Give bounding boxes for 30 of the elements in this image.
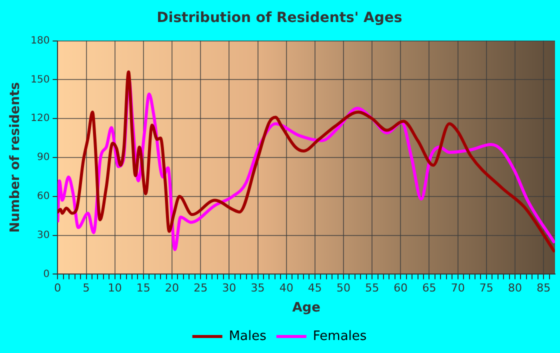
x-tick-label: 55 bbox=[365, 282, 380, 295]
x-tick-label: 30 bbox=[222, 282, 236, 295]
x-tick-label: 85 bbox=[536, 282, 551, 295]
y-axis-title: Number of residents bbox=[8, 82, 24, 233]
x-tick-label: 15 bbox=[136, 282, 150, 295]
x-tick-label: 50 bbox=[336, 282, 350, 295]
x-tick-label: 80 bbox=[508, 282, 522, 295]
x-tick-label: 60 bbox=[394, 282, 408, 295]
y-tick-label: 90 bbox=[36, 152, 50, 164]
y-tick-label: 0 bbox=[43, 268, 50, 280]
y-tick-label: 150 bbox=[30, 74, 50, 86]
legend-label: Males bbox=[228, 328, 267, 344]
x-tick-label: 20 bbox=[165, 282, 180, 295]
x-tick-label: 65 bbox=[422, 282, 436, 295]
x-tick-label: 40 bbox=[279, 282, 294, 295]
x-tick-label: 0 bbox=[54, 282, 62, 295]
x-tick-label: 10 bbox=[108, 282, 122, 295]
y-tick-label: 60 bbox=[36, 190, 50, 202]
chart-title: Distribution of Residents' Ages bbox=[156, 10, 402, 26]
x-axis-title: Age bbox=[292, 300, 321, 316]
x-tick-label: 5 bbox=[82, 282, 90, 295]
x-tick-label: 35 bbox=[250, 282, 265, 295]
y-tick-label: 30 bbox=[36, 230, 50, 241]
y-tick-label: 180 bbox=[30, 35, 50, 46]
x-tick-label: 75 bbox=[479, 282, 494, 295]
x-tick-label: 25 bbox=[194, 282, 208, 295]
x-tick-label: 45 bbox=[308, 282, 322, 295]
y-tick-label: 120 bbox=[30, 113, 50, 124]
x-tick-label: 70 bbox=[450, 282, 465, 295]
legend-label: Females bbox=[312, 328, 367, 344]
